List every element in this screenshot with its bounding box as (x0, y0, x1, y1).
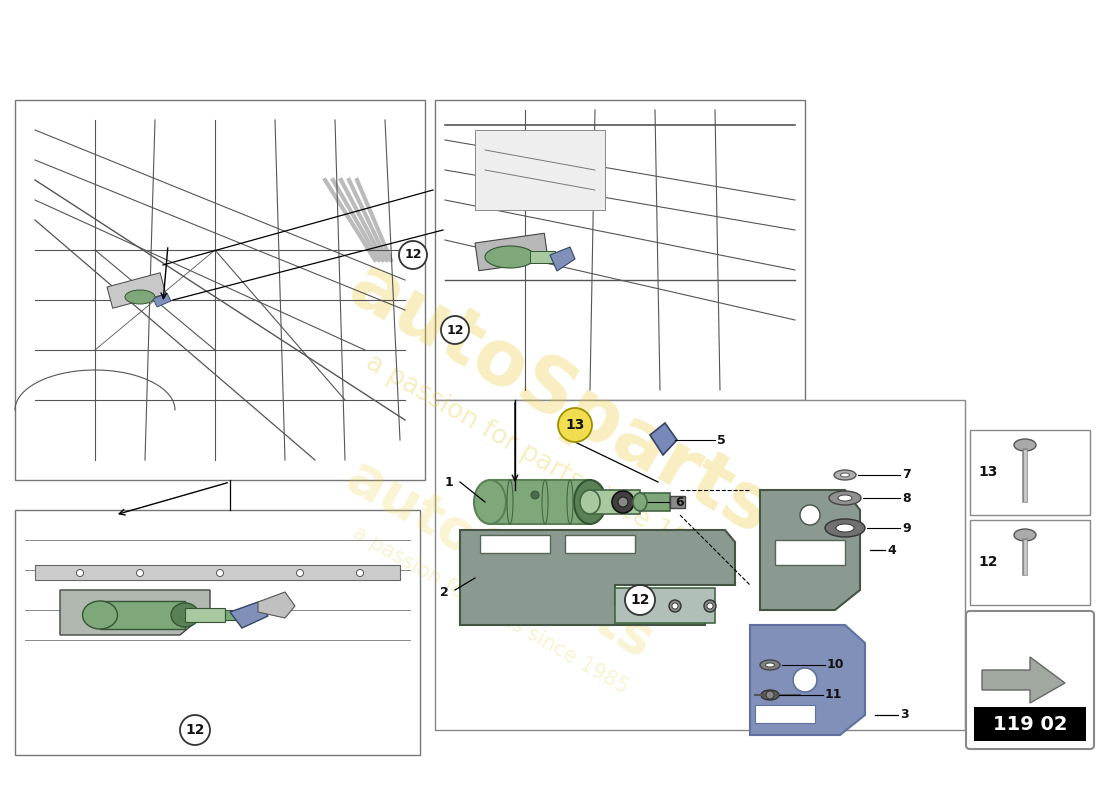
Text: 12: 12 (630, 593, 650, 607)
Bar (100, 601, 185, 629)
Bar (590, 490, 640, 514)
Bar (434, 400, 965, 730)
Bar (565, 535, 635, 553)
Polygon shape (460, 530, 735, 625)
Text: 9: 9 (902, 522, 911, 534)
Bar (640, 493, 670, 511)
Circle shape (669, 600, 681, 612)
Polygon shape (60, 590, 210, 635)
Ellipse shape (170, 603, 199, 627)
Bar (970, 520, 1090, 605)
FancyBboxPatch shape (966, 611, 1094, 749)
Text: 13: 13 (565, 418, 585, 432)
Circle shape (632, 603, 638, 609)
Circle shape (625, 585, 654, 615)
Text: 10: 10 (827, 658, 845, 671)
Ellipse shape (1014, 439, 1036, 451)
Ellipse shape (836, 524, 854, 532)
Bar (755, 705, 815, 723)
Text: a passion for parts since 1985: a passion for parts since 1985 (349, 522, 631, 698)
Text: 12: 12 (185, 723, 205, 737)
Text: 7: 7 (902, 469, 911, 482)
Ellipse shape (829, 491, 861, 505)
Polygon shape (153, 293, 170, 307)
Polygon shape (550, 247, 575, 271)
Ellipse shape (1014, 529, 1036, 541)
Circle shape (704, 600, 716, 612)
Ellipse shape (612, 491, 634, 513)
Bar (475, 130, 605, 210)
Polygon shape (650, 423, 676, 455)
Text: 5: 5 (717, 434, 726, 446)
Bar (185, 608, 226, 622)
Text: autoSparts: autoSparts (336, 249, 784, 551)
Circle shape (793, 668, 817, 692)
Ellipse shape (761, 690, 779, 700)
Text: 13: 13 (978, 465, 998, 479)
Bar (107, 273, 166, 308)
Circle shape (558, 408, 592, 442)
Ellipse shape (580, 490, 600, 514)
Circle shape (707, 603, 713, 609)
Ellipse shape (838, 495, 853, 501)
Bar (530, 251, 556, 263)
Ellipse shape (82, 601, 118, 629)
Bar (490, 480, 590, 524)
Polygon shape (760, 490, 860, 610)
Text: 3: 3 (900, 709, 909, 722)
Circle shape (441, 316, 469, 344)
Circle shape (180, 715, 210, 745)
Circle shape (629, 600, 641, 612)
Polygon shape (258, 592, 295, 618)
Ellipse shape (474, 480, 506, 524)
Ellipse shape (766, 663, 774, 667)
Text: 119 02: 119 02 (992, 714, 1067, 734)
Circle shape (297, 570, 304, 577)
Bar (776, 540, 845, 565)
Bar (615, 588, 715, 623)
Circle shape (399, 241, 427, 269)
Circle shape (77, 570, 84, 577)
Circle shape (766, 691, 774, 699)
Text: 12: 12 (405, 249, 421, 262)
Bar (475, 234, 548, 270)
Ellipse shape (840, 473, 849, 477)
Text: 11: 11 (825, 689, 843, 702)
Ellipse shape (760, 660, 780, 670)
Text: 12: 12 (447, 323, 464, 337)
Bar (434, 100, 805, 400)
Text: 2: 2 (440, 586, 449, 598)
Bar (35, 565, 400, 580)
Polygon shape (982, 657, 1065, 703)
Text: 1: 1 (446, 475, 453, 489)
Ellipse shape (618, 497, 628, 507)
Text: 12: 12 (978, 555, 998, 569)
Bar (480, 535, 550, 553)
Ellipse shape (632, 493, 647, 511)
Polygon shape (230, 602, 268, 628)
Circle shape (531, 491, 539, 499)
Bar (974, 707, 1086, 741)
Text: autoSparts: autoSparts (337, 450, 663, 670)
Ellipse shape (574, 480, 606, 524)
Circle shape (672, 603, 678, 609)
Ellipse shape (485, 246, 535, 268)
Ellipse shape (125, 290, 155, 304)
Text: 8: 8 (902, 491, 911, 505)
Text: 4: 4 (887, 543, 895, 557)
Polygon shape (750, 625, 865, 735)
Circle shape (136, 570, 143, 577)
Bar (970, 430, 1090, 515)
Text: 6: 6 (675, 495, 683, 509)
Circle shape (800, 505, 820, 525)
Ellipse shape (825, 519, 865, 537)
Ellipse shape (834, 470, 856, 480)
Circle shape (217, 570, 223, 577)
Bar (670, 496, 685, 508)
Bar (15, 100, 425, 480)
Bar (226, 610, 243, 620)
Circle shape (356, 570, 363, 577)
Bar (15, 510, 420, 755)
Text: a passion for parts since 1985: a passion for parts since 1985 (361, 349, 719, 571)
